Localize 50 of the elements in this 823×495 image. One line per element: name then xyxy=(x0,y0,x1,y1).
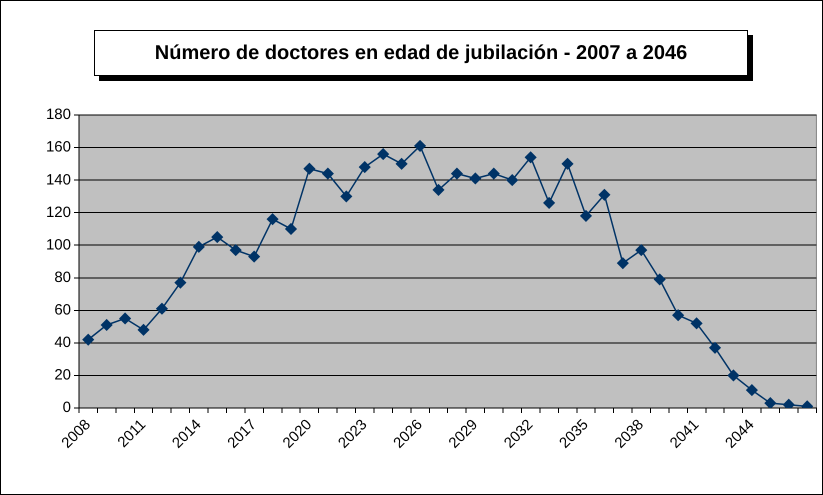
y-tick-label: 160 xyxy=(46,138,71,156)
point xyxy=(119,312,131,324)
point xyxy=(304,162,316,174)
point xyxy=(82,334,94,346)
point xyxy=(285,223,297,235)
point xyxy=(654,274,666,286)
point xyxy=(451,168,463,180)
point xyxy=(524,152,536,164)
point xyxy=(340,190,352,202)
point xyxy=(598,189,610,201)
point xyxy=(414,140,426,152)
point xyxy=(212,231,224,243)
point xyxy=(432,184,444,196)
point xyxy=(783,398,795,408)
y-tick-label: 140 xyxy=(46,171,71,188)
chart-title: Número de doctores en edad de jubilación - 2007 a 2046 xyxy=(94,30,748,76)
y-tick-label: 120 xyxy=(46,204,71,221)
point xyxy=(156,302,168,314)
point xyxy=(174,276,186,288)
point xyxy=(488,168,500,180)
y-tick-label: 60 xyxy=(54,301,71,318)
y-tick-label: 180 xyxy=(46,106,71,124)
y-tick-label: 80 xyxy=(54,268,71,286)
point xyxy=(746,384,758,396)
point xyxy=(543,197,555,209)
point xyxy=(672,309,684,321)
y-tick-label: 0 xyxy=(62,399,71,416)
point xyxy=(506,174,518,186)
point xyxy=(709,342,721,354)
point xyxy=(138,324,150,336)
point xyxy=(690,318,702,330)
point xyxy=(396,158,408,170)
point xyxy=(728,370,740,382)
point xyxy=(100,319,112,331)
point xyxy=(636,244,648,256)
y-tick-label: 100 xyxy=(46,236,71,254)
point xyxy=(470,172,482,184)
y-tick-label: 20 xyxy=(54,366,71,384)
point xyxy=(266,213,278,225)
point xyxy=(764,397,776,408)
point xyxy=(358,161,370,173)
point xyxy=(562,158,574,170)
point xyxy=(377,148,389,160)
point xyxy=(617,257,629,269)
point xyxy=(193,241,205,253)
point xyxy=(230,244,242,256)
point xyxy=(248,250,260,262)
point xyxy=(322,168,334,180)
y-tick-label: 40 xyxy=(54,334,71,352)
point xyxy=(580,210,592,222)
